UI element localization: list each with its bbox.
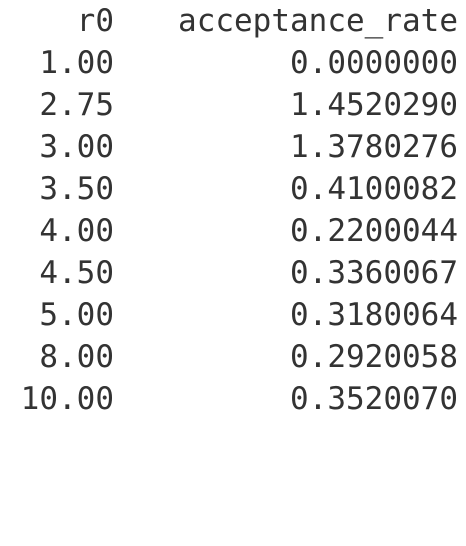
r0-value: 5.00 xyxy=(39,297,114,333)
acceptance-rate-value: 0.3180064 xyxy=(290,297,458,333)
header-row: r0 acceptance_rate xyxy=(0,0,466,42)
acceptance-rate-value: 0.2200044 xyxy=(290,213,458,249)
r0-value: 4.00 xyxy=(39,213,114,249)
r0-value: 2.75 xyxy=(39,87,114,123)
table-row: 5.00 0.3180064 xyxy=(0,294,466,336)
r0-value: 3.00 xyxy=(39,129,114,165)
acceptance-rate-value: 1.4520290 xyxy=(290,87,458,123)
table-row: 1.00 0.0000000 xyxy=(0,42,466,84)
r0-value: 1.00 xyxy=(39,45,114,81)
acceptance-rate-value: 0.4100082 xyxy=(290,171,458,207)
r0-value: 10.00 xyxy=(20,381,114,417)
acceptance-rate-value: 0.0000000 xyxy=(290,45,458,81)
column-header-acceptance-rate: acceptance_rate xyxy=(178,3,458,39)
table-row: 3.00 1.3780276 xyxy=(0,126,466,168)
table-row: 2.75 1.4520290 xyxy=(0,84,466,126)
acceptance-rate-value: 0.3360067 xyxy=(290,255,458,291)
table-row: 8.00 0.2920058 xyxy=(0,336,466,378)
r0-value: 4.50 xyxy=(39,255,114,291)
table-row: 3.50 0.4100082 xyxy=(0,168,466,210)
table-row: 10.00 0.3520070 xyxy=(0,378,466,420)
column-header-r0: r0 xyxy=(76,3,114,39)
table-row: 4.50 0.3360067 xyxy=(0,252,466,294)
acceptance-rate-value: 0.3520070 xyxy=(290,381,458,417)
table-row: 4.00 0.2200044 xyxy=(0,210,466,252)
acceptance-rate-value: 0.2920058 xyxy=(290,339,458,375)
acceptance-rate-value: 1.3780276 xyxy=(290,129,458,165)
r0-value: 3.50 xyxy=(39,171,114,207)
r0-value: 8.00 xyxy=(39,339,114,375)
data-table-output: r0 acceptance_rate 1.00 0.0000000 2.75 1… xyxy=(0,0,466,420)
